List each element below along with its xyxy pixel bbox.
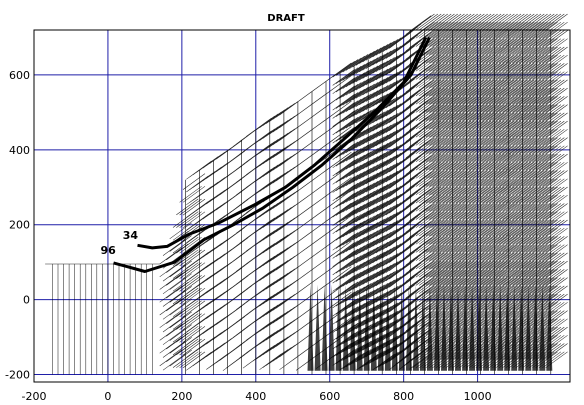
x-tick-label: 1000 xyxy=(464,390,492,403)
x-tick-label: 200 xyxy=(171,390,192,403)
y-tick-label: -200 xyxy=(5,369,30,382)
chart-title: DRAFT xyxy=(267,13,305,24)
trace-spikes xyxy=(307,284,553,371)
x-axis-ticks: -200 0 200 400 600 800 1000 xyxy=(22,390,492,403)
y-tick-label: 0 xyxy=(23,294,30,307)
plot-frame xyxy=(33,29,571,383)
annotations: 34 96 xyxy=(101,229,139,257)
y-tick-label: 200 xyxy=(9,219,30,232)
series-line-34 xyxy=(137,36,428,250)
seismic-trace-texture xyxy=(45,13,568,375)
annotation-label: 34 xyxy=(123,229,139,242)
trace-separators xyxy=(185,30,552,375)
y-tick-label: 600 xyxy=(9,69,30,82)
x-tick-label: 400 xyxy=(245,390,266,403)
series-lines xyxy=(113,36,431,273)
series-line-96 xyxy=(113,36,431,273)
y-tick-label: 400 xyxy=(9,144,30,157)
y-axis-ticks: -200 0 200 400 600 xyxy=(5,69,30,382)
x-tick-label: 600 xyxy=(319,390,340,403)
annotation-label: 96 xyxy=(101,244,117,257)
x-tick-label: -200 xyxy=(22,390,47,403)
x-tick-label: 0 xyxy=(104,390,111,403)
x-tick-label: 800 xyxy=(393,390,414,403)
